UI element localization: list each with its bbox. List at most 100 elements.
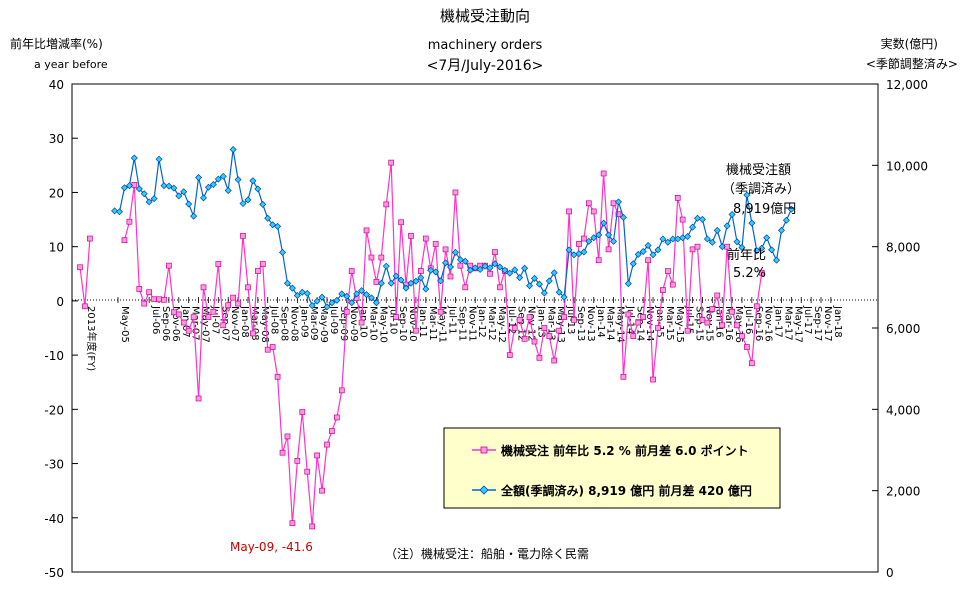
yoy-point — [605, 246, 612, 253]
amount-point — [308, 302, 316, 310]
yoy-callout-line2: 5.2% — [733, 266, 766, 281]
right-tick-label: 8,000 — [886, 241, 920, 255]
amount-point — [565, 246, 573, 254]
left-tick-label: 20 — [49, 186, 64, 200]
amount-point — [120, 184, 128, 192]
x-tick-label: May-08 — [259, 306, 270, 343]
amount-point — [185, 200, 193, 208]
x-tick-label: Mar-16 — [723, 306, 734, 341]
amount-point — [140, 190, 148, 198]
amount-point — [214, 175, 222, 183]
chart-subtitle-en: machinery orders — [428, 38, 543, 53]
amount-point — [333, 296, 341, 304]
amount-point — [713, 226, 721, 234]
amount-point — [491, 260, 499, 268]
x-tick-label: Mar-09 — [308, 306, 319, 341]
amount-point — [298, 288, 306, 296]
amount-point — [150, 195, 158, 203]
yoy-point — [161, 296, 167, 303]
amount-point — [293, 291, 301, 299]
amount-point — [283, 279, 291, 287]
yoy-point — [709, 306, 716, 312]
amount-point — [600, 219, 608, 227]
yoy-point — [279, 449, 286, 456]
yoy-point — [704, 319, 711, 326]
right-axis-title-sub: <季節調整済み> — [866, 56, 958, 71]
legend: 機械受注 前年比 5.2 % 前月差 6.0 ポイント 全額(季調済み) 8,9… — [443, 427, 781, 509]
yoy-point — [590, 208, 597, 215]
amount-point — [358, 287, 366, 295]
yoy-callout-line1: 前年比 — [727, 247, 766, 263]
amount-point — [200, 194, 207, 202]
x-tick-label: Jan-15 — [654, 305, 665, 338]
x-tick-label: Sep-10 — [397, 306, 408, 341]
x-tick-label: Jan-11 — [417, 305, 428, 338]
yoy-point — [744, 344, 750, 350]
amount-point — [348, 299, 356, 307]
amount-point — [427, 266, 435, 274]
yoy-point — [511, 325, 518, 331]
amount-point — [590, 234, 598, 242]
amount-point — [145, 198, 153, 206]
yoy-point — [388, 159, 395, 166]
amount-point — [758, 244, 766, 252]
x-tick-label: Mar-08 — [249, 306, 260, 341]
amount-point — [422, 285, 430, 293]
yoy-point — [363, 227, 370, 234]
amount-point — [501, 266, 509, 274]
yoy-point — [171, 309, 177, 316]
legend-amount-marker — [479, 485, 489, 495]
x-tick-label: May-05 — [119, 306, 130, 343]
right-tick-label: 10,000 — [886, 159, 928, 173]
yoy-point — [309, 523, 316, 530]
amount-point — [190, 212, 198, 220]
amount-callout-line1: 機械受注額 — [726, 163, 791, 178]
amount-point — [535, 280, 543, 288]
amount-point — [649, 251, 657, 259]
x-tick-label: Mar-15 — [664, 306, 675, 341]
yoy-point — [200, 284, 207, 291]
yoy-point — [442, 246, 449, 253]
yoy-point — [679, 216, 686, 223]
amount-point — [116, 208, 124, 216]
x-tick-label: May-10 — [377, 306, 388, 343]
x-tick-label: Jul-12 — [506, 305, 517, 334]
right-tick-label: 6,000 — [886, 322, 920, 336]
yoy-point — [640, 314, 647, 321]
amount-point — [447, 263, 454, 271]
amount-callout-line3: 8,919億円 — [733, 201, 796, 217]
x-tick-label: Sep-15 — [694, 306, 705, 341]
yoy-point — [630, 333, 637, 339]
x-tick-label: Nov-07 — [229, 306, 240, 342]
yoy-point — [516, 317, 523, 323]
right-tick-label: 2,000 — [886, 485, 920, 499]
amount-point — [432, 268, 440, 276]
yoy-point — [235, 300, 241, 307]
amount-point — [249, 177, 257, 185]
x-tick-label: Nov-06 — [170, 306, 181, 342]
amount-point — [180, 188, 188, 196]
amount-point — [481, 262, 489, 270]
yoy-point — [561, 314, 567, 321]
yoy-point — [166, 262, 172, 269]
x-tick-label: Jul-15 — [684, 305, 695, 334]
x-tick-label: Nov-08 — [288, 306, 299, 342]
yoy-point — [141, 300, 148, 307]
amount-point — [343, 292, 351, 300]
amount-point — [545, 277, 553, 285]
x-tick-label: Mar-07 — [190, 306, 201, 341]
amount-point — [560, 293, 568, 301]
amount-point — [165, 182, 173, 190]
yoy-point — [546, 333, 553, 339]
yoy-point — [689, 246, 696, 253]
yoy-point — [739, 333, 745, 339]
yoy-point — [284, 433, 291, 440]
amount-point — [664, 238, 672, 246]
yoy-point — [753, 303, 760, 310]
yoy-point — [437, 308, 444, 315]
x-tick-label: Jul-13 — [565, 305, 576, 334]
yoy-point — [358, 319, 365, 326]
x-tick-label: May-17 — [792, 306, 803, 343]
yoy-point — [121, 237, 128, 244]
